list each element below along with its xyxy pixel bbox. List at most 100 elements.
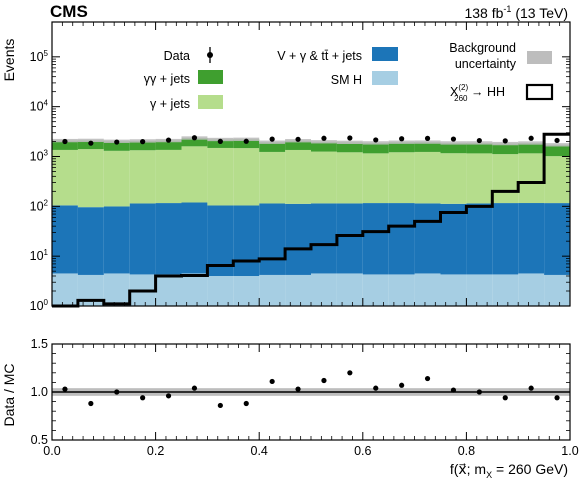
legend-g-jets-label: γ + jets	[150, 97, 190, 111]
stack-layer	[52, 138, 570, 306]
stack-bar	[466, 274, 493, 306]
stack-bar	[77, 207, 104, 275]
stack-bar	[311, 151, 337, 204]
ratio-point	[450, 387, 457, 393]
stack-bar	[336, 203, 363, 274]
legend-data-label: Data	[164, 49, 190, 63]
legend-g-jets-swatch	[198, 95, 223, 109]
stack-bar	[233, 148, 260, 206]
stack-bar	[207, 275, 234, 306]
uncertainty-band-segment	[544, 143, 570, 147]
stack-bar	[388, 152, 415, 204]
stack-bar	[233, 275, 260, 306]
stack-bar	[414, 142, 441, 152]
stack-bar	[362, 203, 389, 275]
stack-bar	[52, 273, 78, 306]
ratio-frame	[51, 343, 571, 441]
stack-bar	[207, 147, 234, 206]
stack-bar	[466, 153, 493, 204]
legend-smh-swatch	[372, 71, 398, 85]
stack-bar	[129, 150, 156, 204]
stack-bar	[388, 274, 415, 306]
x-tick-label: 0.8	[458, 444, 475, 458]
stack-bar	[259, 142, 286, 152]
ratio-ticks: 0.5 1.0 1.5 0.0 0.2 0.4 0.6 0.8 1.0	[31, 337, 579, 458]
stack-bar	[103, 206, 130, 274]
stack-bar	[285, 274, 311, 306]
uncertainty-band-segment	[336, 140, 363, 144]
stack-bar	[155, 274, 182, 306]
ratio-point	[373, 385, 379, 391]
stack-bar	[518, 153, 545, 204]
stack-bar	[492, 154, 519, 204]
data-point	[114, 139, 120, 145]
stack-bar	[492, 274, 519, 306]
stack-bar	[362, 153, 389, 204]
data-point	[476, 137, 482, 144]
legend-signal-swatch	[525, 83, 554, 101]
uncertainty-band-segment	[362, 141, 389, 145]
uncertainty-band-segment	[518, 141, 545, 145]
stack-bar	[311, 273, 337, 306]
stack-bar	[259, 151, 286, 204]
legend-vg-tt-label: V + γ & tt̄ + jets	[277, 49, 362, 63]
uncertainty-band-segment	[259, 140, 286, 144]
legend: Data γγ + jets γ + jets V + γ & tt̄ + je…	[144, 41, 554, 111]
data-point	[88, 140, 94, 146]
stack-bar	[52, 205, 78, 274]
x-tick-label: 1.0	[561, 444, 578, 458]
legend-smh-label: SM H	[331, 73, 362, 87]
data-point	[424, 135, 431, 141]
stack-bar	[492, 143, 519, 155]
stack-bar	[129, 203, 156, 275]
stack-bar	[311, 141, 337, 152]
legend-vg-tt-swatch	[372, 47, 398, 61]
ratio-panel: 0.5 1.0 1.5 0.0 0.2 0.4 0.6 0.8 1.0	[31, 337, 579, 458]
data-layer	[62, 135, 560, 146]
stack-bar	[181, 273, 208, 306]
lumi-label: 138 fb-1 (13 TeV)	[464, 4, 568, 21]
data-point	[399, 136, 405, 142]
stack-bar	[388, 142, 415, 153]
stack-bar	[336, 273, 363, 306]
ratio-point	[424, 375, 431, 382]
ratio-point	[140, 395, 146, 401]
stack-bar	[440, 203, 467, 275]
data-point	[321, 135, 327, 141]
main-frame	[51, 21, 571, 307]
data-point	[269, 136, 275, 142]
signal-layer	[52, 132, 570, 308]
data-point	[243, 138, 249, 144]
ratio-point	[114, 389, 120, 395]
stack-bar	[129, 140, 156, 151]
stack-bar	[181, 138, 208, 147]
y-tick-label: 103	[30, 148, 49, 163]
stack-bar	[155, 140, 182, 150]
data-point	[165, 137, 172, 143]
stack-bar	[155, 203, 182, 275]
ratio-point	[347, 370, 353, 376]
stack-bar	[518, 142, 545, 154]
legend-signal-label: X(2) 260 → HH	[450, 83, 505, 103]
ratio-point	[217, 402, 223, 409]
data-point	[62, 138, 68, 145]
data-point	[528, 135, 534, 141]
stack-bar	[466, 142, 493, 154]
main-ticks: 100 101 102 103 104 105	[30, 22, 571, 313]
ratio-point	[88, 400, 94, 407]
stack-bar	[233, 205, 260, 276]
legend-gg-jets-swatch	[198, 70, 223, 84]
stack-bar	[414, 273, 441, 306]
x-tick-label: 0.2	[147, 444, 164, 458]
stack-bar	[181, 146, 208, 203]
stack-bar	[440, 274, 467, 306]
x-axis-title: f(x⃗; mX = 260 GeV)	[450, 461, 568, 480]
data-point	[373, 137, 379, 143]
y-tick-label: 101	[30, 248, 49, 263]
main-panel: 100 101 102 103 104 105	[30, 21, 571, 313]
data-point	[502, 138, 508, 144]
stack-bar	[414, 203, 441, 274]
stack-bar	[544, 274, 570, 306]
legend-data-marker	[207, 47, 213, 63]
